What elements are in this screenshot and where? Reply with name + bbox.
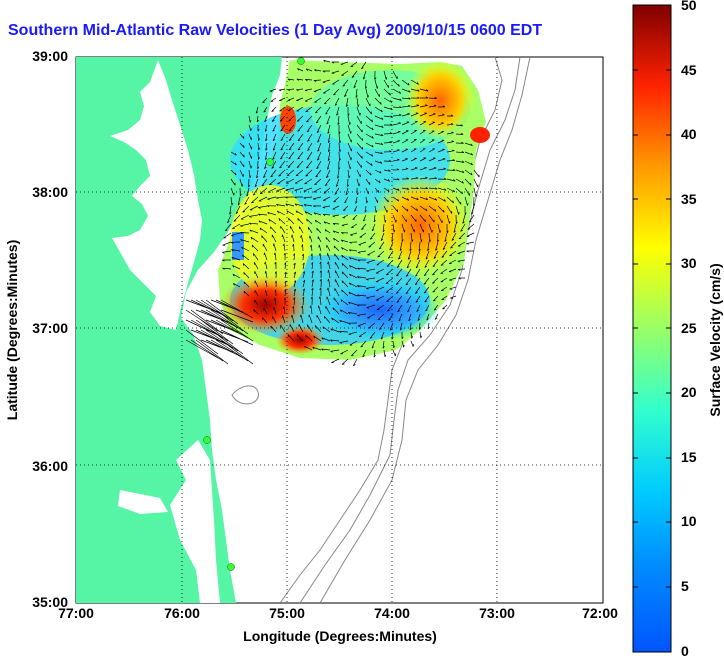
station-marker xyxy=(203,436,211,444)
colorbar-tick-label: 20 xyxy=(681,384,697,400)
station-marker xyxy=(266,158,274,166)
y-tick-label: 38:00 xyxy=(32,184,68,200)
colorbar-tick-label: 50 xyxy=(681,0,697,13)
colorbar-tick-label: 5 xyxy=(681,578,689,594)
station-marker xyxy=(297,57,305,65)
colorbar-ticks xyxy=(633,69,671,588)
colorbar-tick-label: 45 xyxy=(681,62,697,78)
y-tick-label: 37:00 xyxy=(32,320,68,336)
y-tick-label: 39:00 xyxy=(32,48,68,64)
x-tick-label: 75:00 xyxy=(269,605,305,621)
velocity-arrow-set xyxy=(185,59,480,367)
sound-water xyxy=(170,440,220,603)
colorbar-tick-label: 10 xyxy=(681,513,697,529)
colorbar-tick-label: 35 xyxy=(681,191,697,207)
y-tick-label: 36:00 xyxy=(32,458,68,474)
colorbar-tick-label: 15 xyxy=(681,449,697,465)
velocity-vectors xyxy=(185,59,480,367)
colorbar-tick-label: 25 xyxy=(681,320,697,336)
grid-lines xyxy=(76,57,603,603)
colorbar xyxy=(632,4,672,653)
inlet-water xyxy=(118,490,168,514)
colorbar-tick-label: 40 xyxy=(681,126,697,142)
colorbar-tick-label: 0 xyxy=(681,643,689,659)
x-tick-label: 73:00 xyxy=(479,605,515,621)
bay-water xyxy=(110,60,202,330)
x-tick-label: 74:00 xyxy=(374,605,410,621)
x-tick-label: 77:00 xyxy=(58,605,94,621)
x-tick-label: 76:00 xyxy=(164,605,200,621)
colorbar-tick-label: 30 xyxy=(681,255,697,271)
y-tick-label: 35:00 xyxy=(32,594,68,610)
x-tick-label: 72:00 xyxy=(582,605,618,621)
colorbar-label: Surface Velocity (cm/s) xyxy=(707,263,723,417)
x-axis-label: Longitude (Degrees:Minutes) xyxy=(243,628,437,644)
station-markers xyxy=(203,57,305,571)
map-title: Southern Mid-Atlantic Raw Velocities (1 … xyxy=(8,22,543,39)
station-marker xyxy=(227,563,235,571)
land-mass xyxy=(76,57,282,603)
